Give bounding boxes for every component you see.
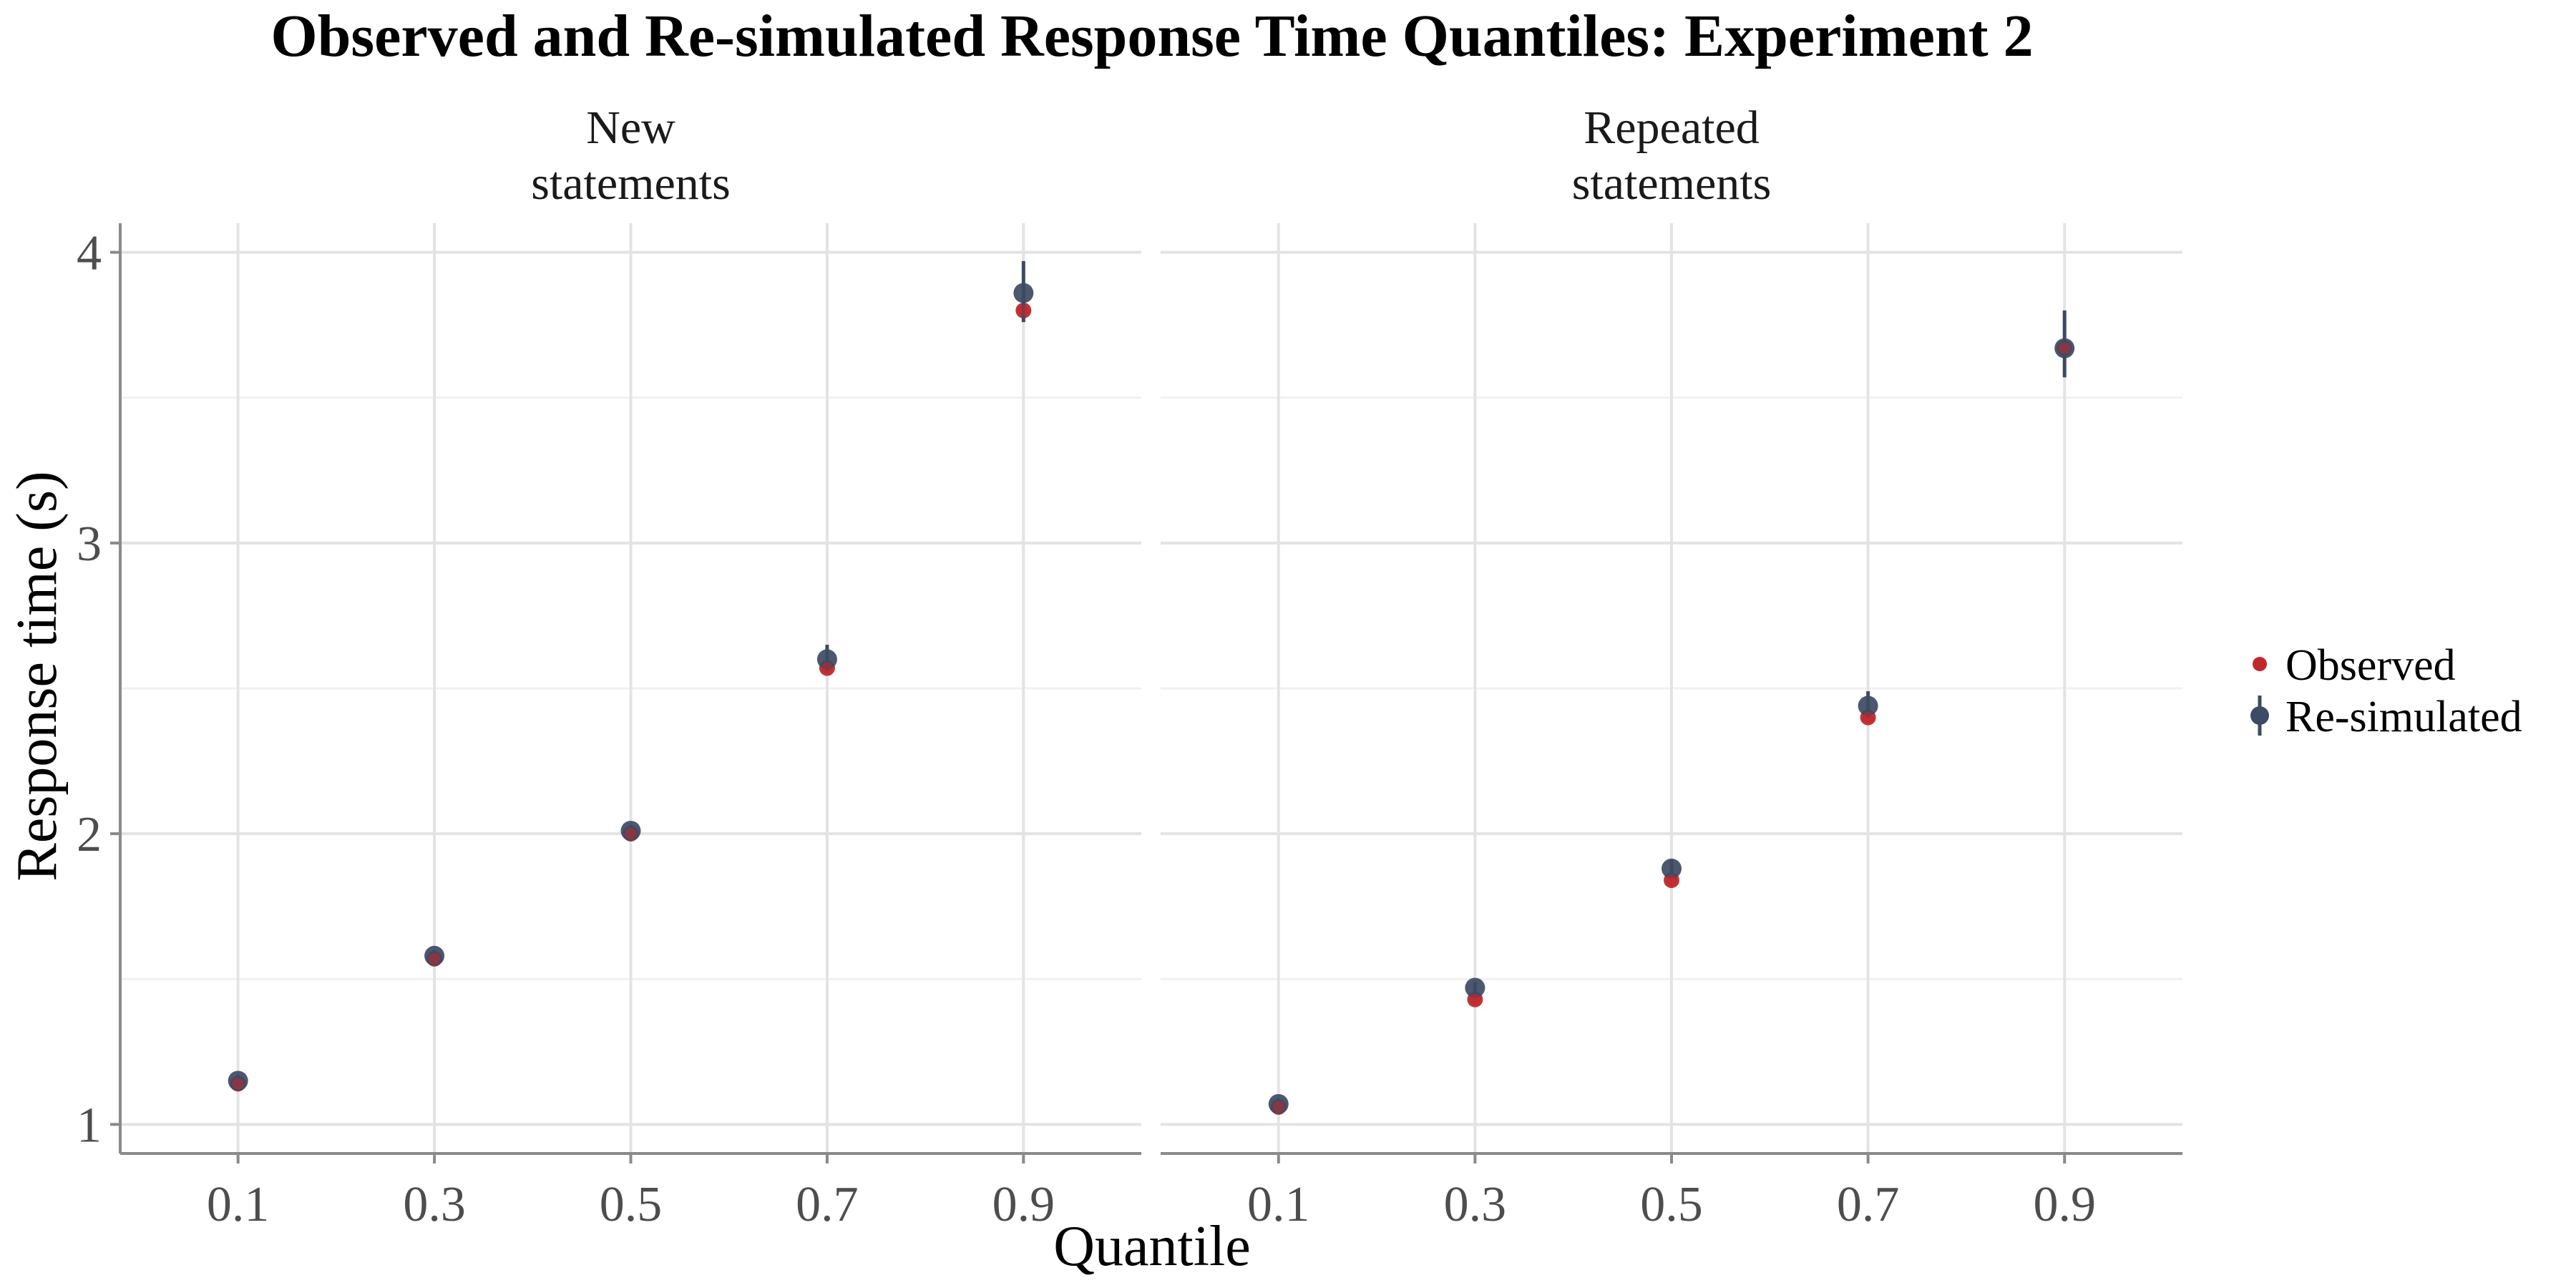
x-tick-label: 0.3 bbox=[403, 1177, 466, 1232]
x-tick-label: 0.5 bbox=[1640, 1177, 1703, 1232]
observed-point-overlay bbox=[1018, 304, 1030, 316]
legend-label-observed: Observed bbox=[2285, 641, 2456, 690]
resimulated-point bbox=[816, 649, 837, 670]
y-tick-label: 4 bbox=[77, 226, 102, 281]
x-tick-label: 0.1 bbox=[1247, 1177, 1310, 1232]
y-tick-label: 2 bbox=[77, 807, 102, 862]
panel-2: 0.1 0.3 0.5 0.7 0.9 Repeated statements bbox=[1161, 102, 2182, 1232]
x-tick-label: 0.7 bbox=[796, 1177, 859, 1232]
strip-line: statements bbox=[531, 157, 731, 210]
observed-point-overlay bbox=[821, 662, 833, 674]
observed-point-overlay bbox=[429, 952, 441, 965]
y-tick-label: 1 bbox=[77, 1098, 102, 1153]
strip-line: statements bbox=[1572, 157, 1772, 210]
resimulated-point bbox=[1465, 977, 1485, 998]
resimulated-point bbox=[1858, 696, 1878, 716]
y-tick-label: 3 bbox=[77, 517, 102, 572]
panel-strip-label: Repeated statements bbox=[1572, 102, 1772, 210]
x-axis-title: Quantile bbox=[1053, 1215, 1250, 1278]
resimulated-point bbox=[1013, 283, 1034, 303]
x-tick-label: 0.5 bbox=[600, 1177, 663, 1232]
observed-point-overlay bbox=[1469, 993, 1481, 1005]
panel-strip-label: New statements bbox=[531, 102, 731, 210]
y-axis-title: Response time (s) bbox=[6, 471, 69, 881]
observed-point-overlay bbox=[1862, 711, 1874, 723]
observed-point-overlay bbox=[625, 828, 637, 840]
legend-observed-key bbox=[2253, 657, 2267, 671]
legend-label-resimulated: Re-simulated bbox=[2285, 693, 2522, 741]
observed-point-overlay bbox=[1272, 1101, 1284, 1113]
observed-point-overlay bbox=[232, 1078, 244, 1090]
x-tick-label: 0.3 bbox=[1444, 1177, 1507, 1232]
x-tick-label: 0.9 bbox=[2033, 1177, 2096, 1232]
legend-resimulated-key bbox=[2250, 706, 2269, 725]
observed-point-overlay bbox=[1666, 874, 1677, 887]
strip-line: Repeated bbox=[1584, 102, 1760, 154]
panel-1: 1 2 3 4 0.1 0.3 0.5 0.7 0.9 New statements bbox=[77, 102, 1141, 1232]
strip-line: New bbox=[586, 102, 675, 154]
x-tick-label: 0.7 bbox=[1837, 1177, 1900, 1232]
observed-point-overlay bbox=[2059, 342, 2071, 354]
x-tick-label: 0.1 bbox=[207, 1177, 270, 1232]
x-tick-label: 0.9 bbox=[992, 1177, 1055, 1232]
chart-title: Observed and Re-simulated Response Time … bbox=[270, 3, 2033, 69]
resimulated-point bbox=[1662, 858, 1682, 879]
